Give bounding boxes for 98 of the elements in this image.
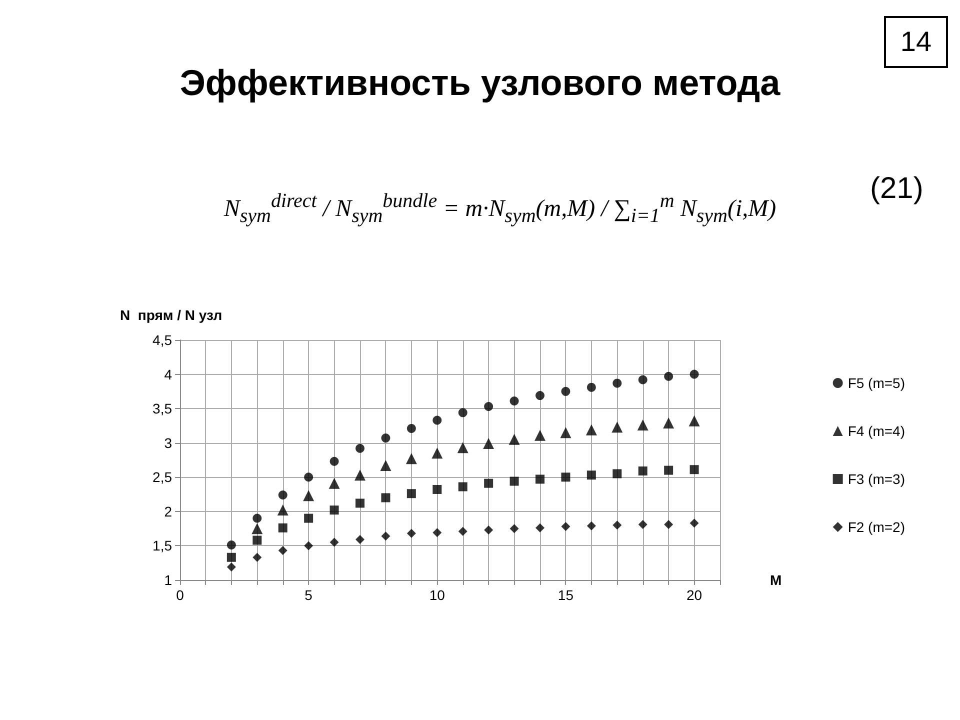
point: [381, 532, 390, 541]
point: [330, 538, 339, 547]
point: [226, 552, 236, 562]
point: [252, 514, 262, 523]
y-tick-label: 1: [164, 572, 172, 588]
point: [457, 442, 468, 454]
point: [688, 415, 700, 426]
point: [536, 523, 544, 532]
point: [612, 520, 622, 530]
point: [536, 474, 544, 484]
point: [330, 506, 339, 515]
point: [278, 490, 288, 500]
y-axis-title: N прям / N узл: [120, 307, 222, 323]
point: [536, 391, 544, 400]
point: [381, 434, 390, 443]
point: [612, 469, 622, 478]
point: [303, 490, 314, 502]
point: [328, 478, 340, 489]
point: [484, 402, 494, 412]
point: [561, 386, 570, 396]
point: [586, 424, 597, 436]
point: [406, 453, 417, 464]
x-tick-label: 20: [686, 587, 702, 603]
point: [663, 417, 674, 428]
y-tick-label: 4: [164, 366, 172, 382]
point: [380, 460, 392, 471]
point: [561, 522, 570, 532]
point: [406, 489, 416, 498]
point: [252, 552, 262, 562]
point: [664, 372, 674, 381]
point: [432, 448, 443, 459]
chart-title: Эффективность узлового метода: [178, 62, 782, 104]
point: [483, 438, 494, 450]
point: [664, 520, 674, 529]
point: [690, 465, 699, 474]
point: [432, 416, 442, 425]
point: [458, 408, 468, 418]
point: [510, 396, 519, 406]
point: [664, 466, 674, 475]
point: [637, 420, 648, 431]
point: [277, 504, 288, 516]
point: [252, 523, 263, 534]
legend-label: F5 (m=5): [848, 375, 906, 391]
point: [510, 524, 519, 534]
point: [356, 498, 364, 508]
point: [586, 521, 596, 530]
point: [612, 422, 623, 433]
point: [304, 514, 314, 523]
point: [226, 540, 236, 550]
y-tick-label: 1,5: [152, 538, 172, 554]
x-tick-label: 5: [304, 587, 313, 603]
text: 14: [884, 16, 948, 68]
point: [252, 536, 262, 545]
point: [561, 472, 570, 482]
point: [432, 528, 442, 538]
point: [510, 476, 519, 486]
point: [484, 525, 494, 534]
point: [690, 518, 699, 528]
text: (21): [870, 172, 924, 206]
x-tick-label: 0: [176, 587, 184, 603]
point: [226, 562, 236, 572]
point: [330, 456, 339, 466]
point: [586, 470, 596, 480]
text: N$_{sym}$$^{direct}$ / N$_{sym}$$^{bundle}$ = m·N$_{sym}$(m,M) / ∑$_{i=1}$$^{m}$ N$_{sym}$(i,M): [224, 190, 776, 227]
point: [586, 382, 596, 392]
point: [304, 541, 314, 550]
point: [278, 546, 288, 556]
point: [534, 430, 546, 441]
point: [458, 526, 468, 536]
y-tick-label: 2,5: [152, 469, 172, 486]
point: [484, 478, 494, 488]
point: [560, 427, 572, 438]
x-tick-label: 10: [429, 587, 446, 603]
point: [638, 466, 648, 476]
legend-label: F2 (m=2): [848, 519, 906, 535]
point: [508, 434, 520, 445]
y-tick-label: 4,5: [152, 332, 172, 348]
y-tick-label: 3: [164, 434, 172, 451]
point: [638, 375, 648, 384]
x-tick-label: 15: [558, 587, 574, 603]
y-tick-label: 3,5: [152, 400, 172, 417]
point: [406, 528, 416, 538]
legend-label: F4 (m=4): [848, 423, 906, 439]
point: [356, 535, 364, 544]
point: [406, 424, 416, 433]
point: [638, 520, 648, 529]
point: [612, 378, 622, 388]
point: [458, 482, 468, 492]
point: [356, 444, 364, 453]
point: [304, 472, 314, 482]
point: [690, 370, 699, 379]
x-axis-title: M: [770, 572, 782, 588]
point: [278, 523, 288, 532]
y-tick-label: 2: [164, 503, 172, 520]
legend-label: F3 (m=3): [848, 471, 906, 487]
point: [432, 484, 442, 494]
point: [381, 493, 390, 502]
point: [354, 470, 366, 481]
